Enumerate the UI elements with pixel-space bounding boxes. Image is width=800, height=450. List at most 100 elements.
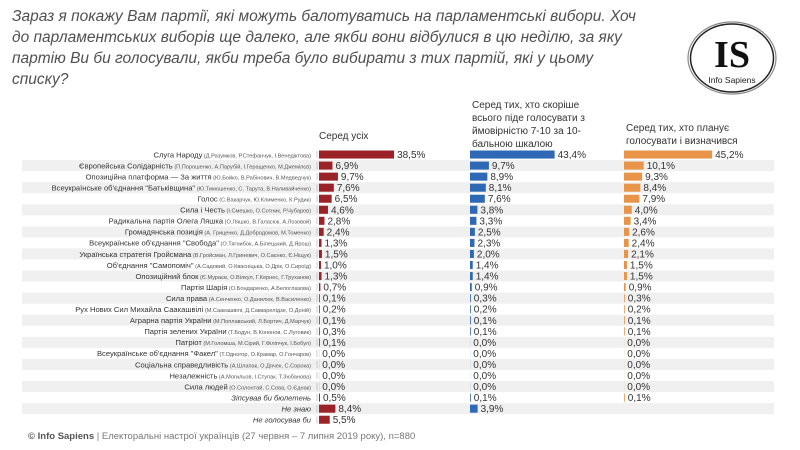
bar [319, 194, 332, 203]
row-stripe [22, 226, 774, 238]
bar [624, 161, 644, 170]
data-label: 9,7% [341, 172, 364, 183]
bar [470, 283, 472, 292]
data-label: 3,3% [479, 216, 502, 227]
bar [319, 404, 336, 413]
data-label: 2,1% [631, 249, 654, 260]
data-label: 8,9% [490, 172, 513, 183]
data-label: 10,1% [647, 161, 675, 172]
bar [319, 393, 320, 402]
data-label: 0,1% [474, 327, 497, 338]
footer: © Info Sapiens | Електоральні настрої ук… [28, 431, 415, 442]
data-label: 1,3% [325, 272, 348, 283]
data-label: 7,6% [488, 194, 511, 205]
category-label: Патріот (М.Голомша, М.Сірий, Г.Філіпчук,… [175, 338, 311, 347]
category-label: Сила і Честь (І.Смешко, О.Сотник, Р.Чуба… [180, 206, 311, 215]
bar [470, 393, 471, 402]
category-label: Всеукраїнське об'єднання "Батьківщина" (… [52, 183, 312, 192]
data-label: 6,5% [335, 194, 358, 205]
data-label: 4,6% [331, 205, 354, 216]
party-leaders: (С.Вакарчук, Ю.Клименко, К.Рудик) [218, 198, 311, 204]
party-leaders: (Д.Разумков, Р.Стефанчук, І.Венедіктова) [202, 153, 311, 159]
bar [470, 227, 475, 236]
category-label: Сила людей (О.Солонтай, С.Сова, О.Єднак) [184, 382, 311, 391]
party-name: Слуга Народу [154, 150, 203, 159]
party-leaders: (М.Голомша, М.Сірий, Г.Філіпчук, І.Бобул… [202, 340, 311, 347]
bar [319, 327, 320, 336]
data-label: 2,8% [327, 216, 350, 227]
data-label: 0,2% [474, 305, 497, 316]
category-label: Соціальна справедливість (А.Шлапак, О.Дя… [135, 360, 311, 369]
party-name: Громадянська позиція [125, 228, 203, 237]
party-name: Об'єднання "Самопоміч" [107, 261, 194, 270]
data-label: 0,1% [323, 294, 346, 305]
party-name: Європейська Солідарність [79, 161, 173, 170]
data-label: 6,9% [335, 161, 358, 172]
bar [319, 261, 321, 270]
row-stripe [22, 160, 774, 172]
series-header-decided: Серед тих, хто планує голосувати і визна… [626, 123, 738, 147]
data-label: 0,3% [628, 294, 651, 305]
category-label: Сила права (А.Сенченко, О.Данилюк, В.Вас… [166, 294, 311, 303]
series-header-all: Серед усіх [319, 131, 369, 142]
data-label: 0,1% [628, 327, 651, 338]
party-leaders: (П.Порошенко, А.Парубій, І.Геращенко, М.… [173, 163, 311, 170]
data-label: 0,1% [323, 338, 346, 349]
party-leaders: (А.Могильов, І.Ступак, Т.Зюбанова) [217, 374, 311, 380]
data-label: 0,9% [629, 283, 652, 294]
data-label: 0,0% [322, 371, 345, 382]
bar [624, 227, 630, 236]
bar [319, 249, 322, 258]
chart-title: Зараз я покажу Вам партії, які можуть ба… [12, 8, 636, 88]
data-label: 1,5% [630, 272, 653, 283]
party-name: Сила і Честь [180, 206, 225, 215]
data-label: 1,0% [324, 261, 347, 272]
data-label: 1,4% [476, 272, 499, 283]
bar [319, 294, 320, 303]
bar [470, 183, 486, 192]
row-stripe [22, 403, 774, 415]
bar [319, 216, 325, 225]
bar [319, 183, 334, 192]
data-label: 2,0% [477, 249, 500, 260]
data-label: 43,4% [558, 150, 586, 161]
party-leaders: (В.Гройсман, Л.Гриневич, О.Саєнко, Є.Ніщ… [191, 252, 311, 259]
row-stripe [22, 292, 774, 304]
data-label: 9,7% [492, 161, 515, 172]
data-label: 0,3% [474, 294, 497, 305]
bar [319, 415, 330, 424]
category-label: Європейська Солідарність (П.Порошенко, А… [79, 161, 311, 170]
bar [624, 238, 629, 247]
bar [319, 272, 322, 281]
data-label: 0,0% [627, 371, 650, 382]
footer-brand: © Info Sapiens [28, 431, 95, 442]
data-label: 0,3% [323, 327, 346, 338]
party-leaders: (А.Сенченко, О.Данилюк, В.Василенко) [207, 297, 311, 303]
party-name: Соціальна справедливість [135, 360, 228, 369]
svg-text:Info Sapiens: Info Sapiens [708, 75, 755, 85]
bar [624, 393, 625, 402]
data-label: 0,0% [473, 371, 496, 382]
category-label: Незалежність (А.Могильов, І.Ступак, Т.Зю… [169, 371, 311, 380]
bar [470, 238, 475, 247]
bar [624, 294, 625, 303]
data-label: 0,0% [473, 360, 496, 371]
bar [470, 150, 555, 159]
party-name: Українська стратегія Гройсмана [79, 250, 192, 259]
data-label: 2,6% [632, 227, 655, 238]
data-label: 7,9% [642, 194, 665, 205]
party-name: Патріот [175, 338, 202, 347]
row-stripe [22, 336, 774, 348]
data-label: 0,0% [627, 382, 650, 393]
party-leaders: (А.Шлапак, О.Дячек, С.Сорока) [228, 363, 311, 369]
data-label: 1,4% [476, 261, 499, 272]
data-label: 0,2% [323, 305, 346, 316]
data-label: 0,1% [628, 316, 651, 327]
data-label: 0,1% [628, 393, 651, 404]
category-label: Слуга Народу (Д.Разумков, Р.Стефанчук, І… [154, 150, 312, 159]
party-leaders: (О.Тягнибок, А.Білецький, Д.Ярош) [219, 241, 311, 248]
category-label: Всеукраїнське об'єднання "Свобода" (О.Тя… [89, 239, 311, 248]
bar [319, 172, 338, 181]
row-stripe [22, 358, 774, 370]
bar [624, 183, 641, 192]
